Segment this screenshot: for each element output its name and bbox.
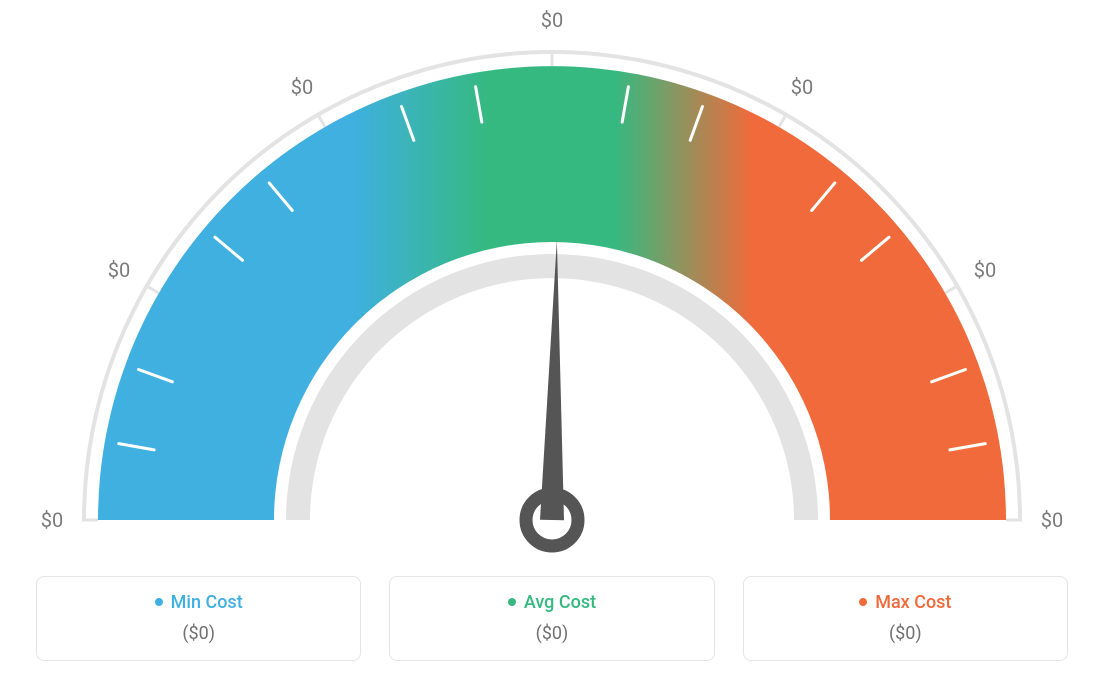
legend-label: Min Cost bbox=[171, 592, 243, 613]
legend-title-max: Max Cost bbox=[859, 592, 951, 613]
gauge-tick-label: $0 bbox=[791, 75, 813, 99]
dot-icon bbox=[155, 598, 163, 606]
legend-row: Min Cost ($0) Avg Cost ($0) Max Cost ($0… bbox=[0, 576, 1104, 661]
gauge-tick-label: $0 bbox=[291, 75, 313, 99]
legend-label: Avg Cost bbox=[524, 592, 596, 613]
gauge-tick-label: $0 bbox=[541, 8, 563, 32]
gauge-svg bbox=[0, 0, 1104, 570]
legend-value-avg: ($0) bbox=[400, 623, 703, 644]
legend-title-avg: Avg Cost bbox=[508, 592, 596, 613]
legend-card-max: Max Cost ($0) bbox=[743, 576, 1068, 661]
gauge-tick-label: $0 bbox=[108, 258, 130, 282]
legend-title-min: Min Cost bbox=[155, 592, 243, 613]
gauge-tick-label: $0 bbox=[974, 258, 996, 282]
legend-value-max: ($0) bbox=[754, 623, 1057, 644]
gauge-tick-label: $0 bbox=[41, 508, 63, 532]
dot-icon bbox=[859, 598, 867, 606]
legend-value-min: ($0) bbox=[47, 623, 350, 644]
dot-icon bbox=[508, 598, 516, 606]
legend-card-min: Min Cost ($0) bbox=[36, 576, 361, 661]
legend-card-avg: Avg Cost ($0) bbox=[389, 576, 714, 661]
gauge-chart: $0 $0 $0 $0 $0 $0 $0 bbox=[0, 0, 1104, 570]
gauge-tick-label: $0 bbox=[1041, 508, 1063, 532]
legend-label: Max Cost bbox=[875, 592, 951, 613]
